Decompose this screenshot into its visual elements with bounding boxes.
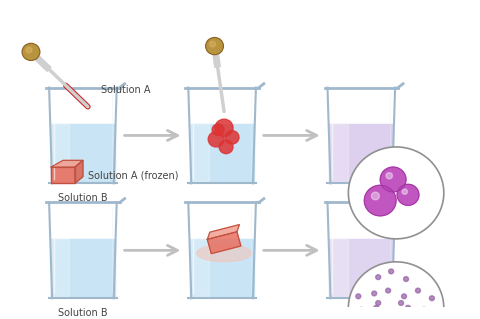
Circle shape — [212, 124, 224, 136]
Circle shape — [219, 140, 233, 154]
Circle shape — [385, 313, 391, 318]
Polygon shape — [329, 239, 393, 296]
Polygon shape — [207, 232, 241, 254]
Circle shape — [22, 43, 40, 61]
Polygon shape — [329, 239, 348, 296]
Polygon shape — [51, 124, 115, 182]
Circle shape — [372, 291, 377, 296]
Polygon shape — [190, 124, 254, 182]
Circle shape — [406, 305, 410, 310]
Circle shape — [397, 184, 419, 205]
Polygon shape — [51, 124, 70, 182]
Circle shape — [398, 300, 404, 305]
Circle shape — [215, 119, 233, 137]
Polygon shape — [75, 160, 83, 183]
Polygon shape — [51, 239, 70, 296]
Circle shape — [348, 147, 444, 239]
Circle shape — [348, 262, 444, 319]
Ellipse shape — [197, 245, 252, 262]
Polygon shape — [190, 239, 209, 296]
Circle shape — [430, 296, 434, 300]
Circle shape — [376, 300, 381, 305]
Polygon shape — [207, 225, 240, 239]
Circle shape — [402, 189, 408, 194]
Circle shape — [386, 173, 393, 179]
Circle shape — [208, 132, 224, 147]
Circle shape — [26, 47, 32, 53]
Circle shape — [356, 294, 361, 299]
Polygon shape — [190, 239, 254, 296]
Circle shape — [389, 308, 394, 313]
Circle shape — [402, 294, 407, 299]
Circle shape — [421, 307, 426, 312]
Circle shape — [372, 192, 379, 200]
Polygon shape — [329, 124, 393, 182]
Circle shape — [210, 41, 216, 47]
Text: Solution A (frozen): Solution A (frozen) — [88, 171, 179, 181]
Polygon shape — [51, 160, 83, 167]
Circle shape — [416, 288, 420, 293]
Circle shape — [389, 269, 394, 274]
Circle shape — [205, 37, 224, 55]
Circle shape — [376, 275, 381, 279]
Circle shape — [404, 277, 408, 281]
Polygon shape — [190, 124, 209, 182]
Circle shape — [416, 313, 420, 318]
Circle shape — [225, 131, 239, 144]
Polygon shape — [329, 124, 348, 182]
Text: Solution A: Solution A — [101, 85, 150, 95]
Text: Solution B: Solution B — [58, 308, 108, 318]
Polygon shape — [51, 239, 115, 296]
Circle shape — [385, 288, 391, 293]
Circle shape — [359, 307, 364, 312]
Circle shape — [380, 167, 406, 192]
Text: Solution B: Solution B — [58, 193, 108, 203]
Circle shape — [364, 185, 396, 216]
Circle shape — [374, 305, 379, 310]
Polygon shape — [51, 167, 75, 183]
